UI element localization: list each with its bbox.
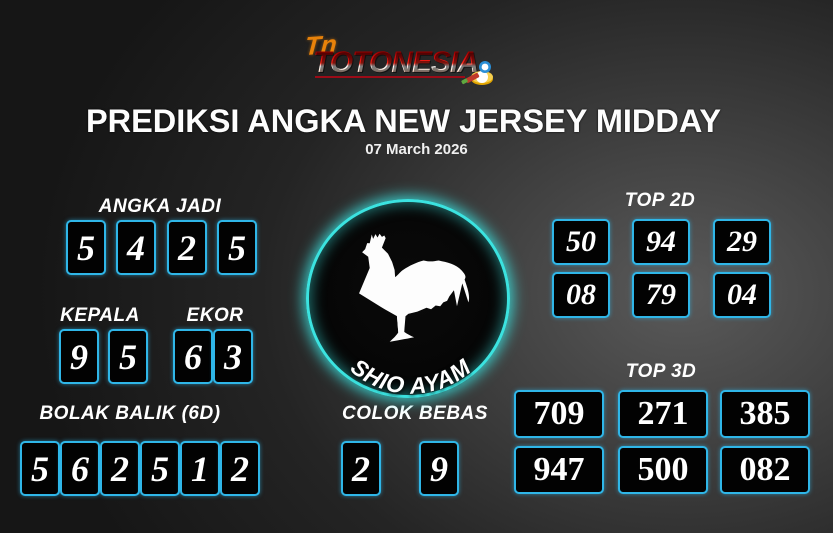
- svg-text:SHIO AYAM: SHIO AYAM: [346, 353, 476, 399]
